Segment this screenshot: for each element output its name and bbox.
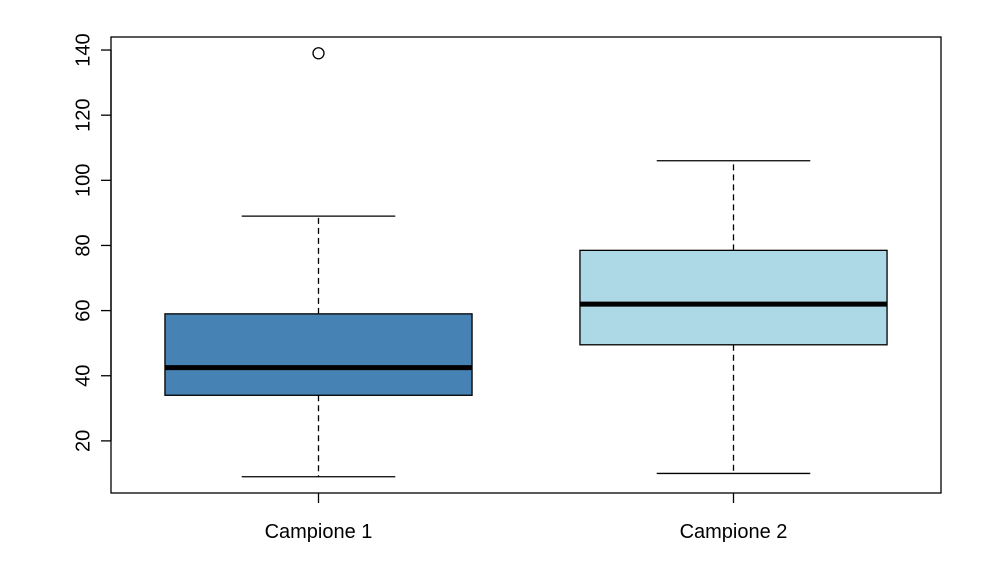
outlier-point: [312, 47, 325, 60]
y-tick-label: 60: [72, 299, 94, 321]
box-series: [164, 47, 888, 478]
y-tick-label: 120: [72, 98, 94, 131]
x-tick-label: Campione 2: [680, 521, 788, 543]
box-iqr: [164, 313, 473, 396]
box-group: [164, 47, 473, 478]
y-tick-label: 20: [72, 430, 94, 452]
x-axis: Campione 1 Campione 2: [265, 493, 788, 543]
y-tick-label: 100: [72, 164, 94, 197]
y-axis: 20 40 60 80 100 120 140: [72, 33, 112, 452]
y-tick-label: 40: [72, 365, 94, 387]
x-tick-label: Campione 1: [265, 521, 373, 543]
y-tick-label: 80: [72, 234, 94, 256]
box-group: [579, 160, 888, 475]
plot-frame: [110, 36, 942, 494]
y-tick-label: 140: [72, 33, 94, 66]
box-iqr: [579, 249, 888, 346]
